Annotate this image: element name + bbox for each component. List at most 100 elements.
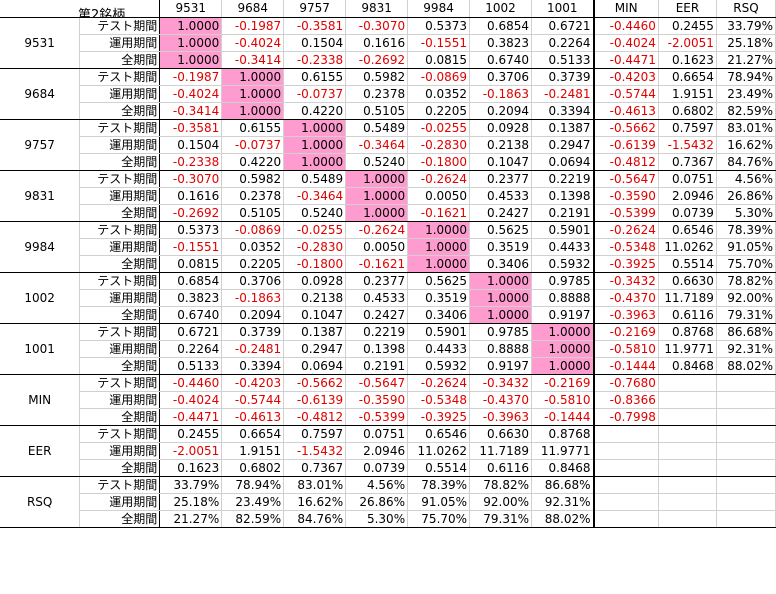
- value-cell[interactable]: -0.3590: [593, 187, 659, 205]
- value-cell[interactable]: 0.5240: [345, 153, 409, 171]
- value-cell[interactable]: 0.1616: [345, 34, 409, 52]
- value-cell[interactable]: -0.4471: [159, 408, 223, 426]
- value-cell[interactable]: 0.6155: [221, 119, 285, 137]
- value-cell[interactable]: 1.0000: [469, 289, 533, 307]
- value-cell[interactable]: 0.2205: [407, 102, 471, 120]
- value-cell[interactable]: -0.4613: [221, 408, 285, 426]
- value-cell[interactable]: -1.5432: [658, 136, 717, 154]
- value-cell[interactable]: 1.0000: [345, 187, 409, 205]
- value-cell[interactable]: -0.2338: [159, 153, 223, 171]
- value-cell[interactable]: 0.6802: [658, 102, 717, 120]
- value-cell[interactable]: 0.0928: [283, 272, 347, 290]
- period-label[interactable]: 全期間: [79, 51, 161, 69]
- value-cell[interactable]: 0.6654: [658, 68, 717, 86]
- value-cell[interactable]: 1.0000: [531, 357, 595, 375]
- value-cell[interactable]: 0.2191: [345, 357, 409, 375]
- value-cell[interactable]: -0.0737: [283, 85, 347, 103]
- value-cell[interactable]: -0.2624: [593, 221, 659, 239]
- value-cell[interactable]: -0.2830: [283, 238, 347, 256]
- value-cell[interactable]: 0.2138: [283, 289, 347, 307]
- period-label[interactable]: テスト期間: [79, 119, 161, 137]
- period-label[interactable]: 全期間: [79, 357, 161, 375]
- value-cell[interactable]: -0.4370: [593, 289, 659, 307]
- value-cell[interactable]: -0.5662: [283, 374, 347, 392]
- value-cell[interactable]: 0.5373: [159, 221, 223, 239]
- value-cell[interactable]: 11.7189: [658, 289, 717, 307]
- value-cell[interactable]: 11.9771: [658, 340, 717, 358]
- value-cell[interactable]: 0.2377: [469, 170, 533, 188]
- value-cell[interactable]: 0.1047: [469, 153, 533, 171]
- value-cell[interactable]: 0.0694: [531, 153, 595, 171]
- value-cell[interactable]: -0.2624: [407, 374, 471, 392]
- value-cell[interactable]: 0.3519: [469, 238, 533, 256]
- value-cell[interactable]: 0.5932: [407, 357, 471, 375]
- value-cell[interactable]: -0.5662: [593, 119, 659, 137]
- period-label[interactable]: 運用期間: [79, 34, 161, 52]
- value-cell[interactable]: 0.2427: [345, 306, 409, 324]
- value-cell[interactable]: -0.8366: [593, 391, 659, 409]
- value-cell[interactable]: 0.0352: [407, 85, 471, 103]
- column-header[interactable]: 1001: [531, 0, 595, 18]
- value-cell[interactable]: 0.5625: [469, 221, 533, 239]
- stock-label[interactable]: 9831: [0, 170, 81, 222]
- value-cell[interactable]: -0.2624: [345, 221, 409, 239]
- value-cell[interactable]: 0.2947: [531, 136, 595, 154]
- value-cell[interactable]: -0.3432: [469, 374, 533, 392]
- value-cell[interactable]: 26.86%: [716, 187, 776, 205]
- value-cell[interactable]: 1.0000: [159, 17, 223, 35]
- value-cell[interactable]: 0.6116: [469, 459, 533, 477]
- value-cell[interactable]: -0.5744: [593, 85, 659, 103]
- stock-label[interactable]: RSQ: [0, 476, 81, 528]
- value-cell[interactable]: -0.1444: [593, 357, 659, 375]
- value-cell[interactable]: 0.7367: [283, 459, 347, 477]
- stock-label[interactable]: 9984: [0, 221, 81, 273]
- value-cell[interactable]: 0.5489: [345, 119, 409, 137]
- value-cell[interactable]: 0.3394: [221, 357, 285, 375]
- period-label[interactable]: 運用期間: [79, 391, 161, 409]
- value-cell[interactable]: 2.0946: [345, 442, 409, 460]
- period-label[interactable]: 全期間: [79, 459, 161, 477]
- value-cell[interactable]: 0.1504: [159, 136, 223, 154]
- value-cell[interactable]: 92.31%: [531, 493, 595, 511]
- value-cell[interactable]: -2.0051: [159, 442, 223, 460]
- value-cell[interactable]: 0.9785: [531, 272, 595, 290]
- value-cell[interactable]: -0.1863: [221, 289, 285, 307]
- value-cell[interactable]: 0.6630: [469, 425, 533, 443]
- value-cell[interactable]: 33.79%: [159, 476, 223, 494]
- value-cell[interactable]: 78.39%: [407, 476, 471, 494]
- empty-cell[interactable]: [716, 391, 776, 409]
- value-cell[interactable]: -0.5348: [407, 391, 471, 409]
- value-cell[interactable]: -0.7998: [593, 408, 659, 426]
- value-cell[interactable]: 0.8468: [531, 459, 595, 477]
- value-cell[interactable]: 0.2377: [345, 272, 409, 290]
- period-label[interactable]: テスト期間: [79, 68, 161, 86]
- value-cell[interactable]: 0.7597: [658, 119, 717, 137]
- empty-cell[interactable]: [716, 493, 776, 511]
- value-cell[interactable]: 21.27%: [716, 51, 776, 69]
- value-cell[interactable]: 0.4433: [407, 340, 471, 358]
- empty-cell[interactable]: [716, 476, 776, 494]
- value-cell[interactable]: 88.02%: [716, 357, 776, 375]
- value-cell[interactable]: -0.2624: [407, 170, 471, 188]
- value-cell[interactable]: 0.6546: [658, 221, 717, 239]
- value-cell[interactable]: 0.5373: [407, 17, 471, 35]
- period-label[interactable]: 運用期間: [79, 136, 161, 154]
- value-cell[interactable]: -0.4024: [159, 391, 223, 409]
- value-cell[interactable]: 0.5489: [283, 170, 347, 188]
- value-cell[interactable]: 0.0352: [221, 238, 285, 256]
- value-cell[interactable]: -0.2169: [531, 374, 595, 392]
- value-cell[interactable]: 91.05%: [716, 238, 776, 256]
- value-cell[interactable]: 26.86%: [345, 493, 409, 511]
- value-cell[interactable]: 23.49%: [221, 493, 285, 511]
- value-cell[interactable]: 1.0000: [283, 136, 347, 154]
- period-label[interactable]: 運用期間: [79, 340, 161, 358]
- value-cell[interactable]: 0.0751: [345, 425, 409, 443]
- empty-cell[interactable]: [716, 510, 776, 528]
- value-cell[interactable]: -1.5432: [283, 442, 347, 460]
- empty-cell[interactable]: [716, 408, 776, 426]
- period-label[interactable]: 全期間: [79, 255, 161, 273]
- value-cell[interactable]: 0.9197: [469, 357, 533, 375]
- value-cell[interactable]: 0.7597: [283, 425, 347, 443]
- value-cell[interactable]: -0.6139: [593, 136, 659, 154]
- period-label[interactable]: 全期間: [79, 204, 161, 222]
